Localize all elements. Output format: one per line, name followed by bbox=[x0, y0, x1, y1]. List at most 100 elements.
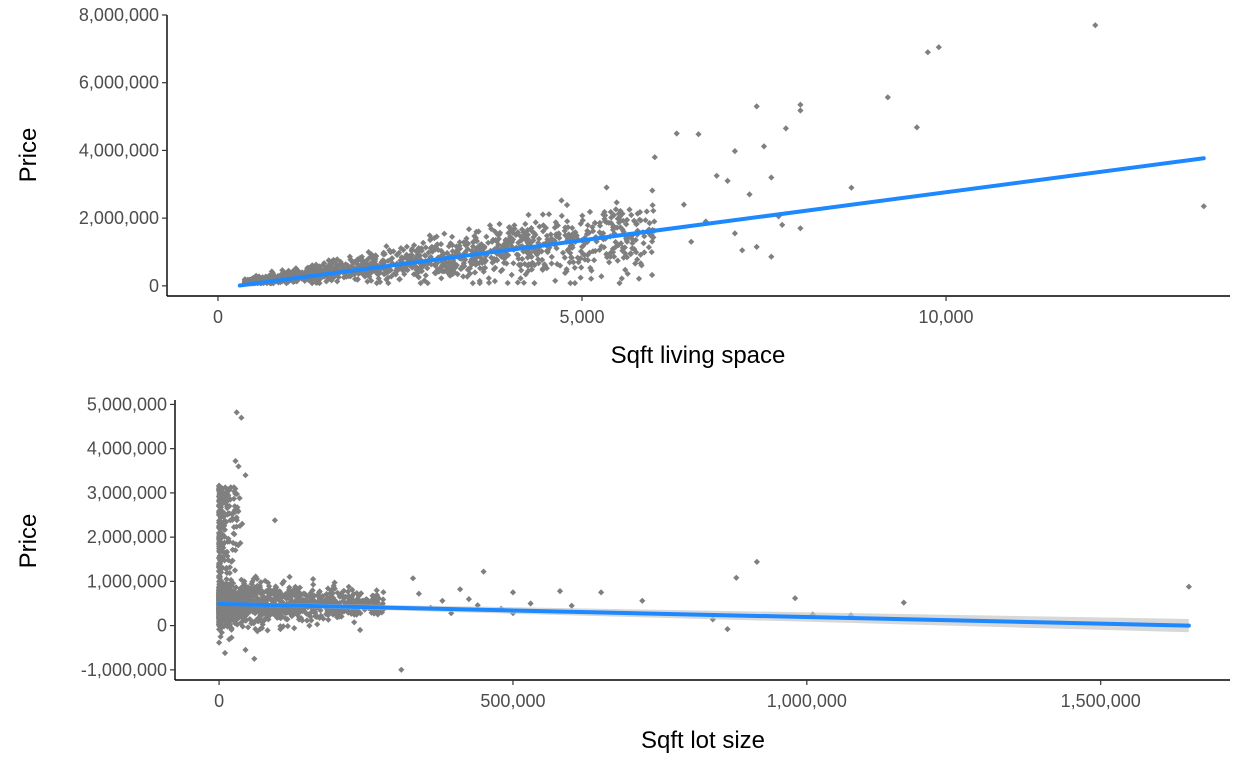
data-point bbox=[324, 608, 331, 615]
x-tick-label: 500,000 bbox=[480, 691, 545, 711]
data-point bbox=[782, 125, 790, 132]
data-point bbox=[221, 649, 229, 657]
data-point bbox=[797, 101, 804, 108]
data-point bbox=[396, 275, 403, 283]
data-point bbox=[900, 599, 907, 606]
data-point bbox=[558, 212, 565, 220]
data-point bbox=[568, 602, 575, 609]
x-tick-label: 1,500,000 bbox=[1061, 691, 1141, 711]
data-point bbox=[496, 220, 503, 228]
data-point bbox=[651, 154, 658, 161]
data-point bbox=[724, 625, 731, 633]
x-axis-title: Sqft living space bbox=[611, 342, 786, 369]
data-point bbox=[525, 211, 532, 219]
data-point bbox=[363, 261, 370, 268]
y-axis-title: Price bbox=[15, 128, 42, 183]
data-point bbox=[491, 277, 499, 285]
data-point bbox=[584, 257, 592, 264]
data-point bbox=[571, 264, 578, 271]
data-point bbox=[441, 230, 448, 237]
data-point bbox=[309, 264, 317, 272]
data-point bbox=[300, 597, 307, 604]
data-point bbox=[567, 279, 574, 287]
data-point bbox=[224, 623, 231, 630]
data-point bbox=[471, 269, 479, 276]
data-point bbox=[760, 143, 768, 150]
data-point bbox=[605, 259, 613, 266]
data-point bbox=[622, 266, 629, 274]
data-point bbox=[1092, 22, 1099, 29]
y-tick-label: -1,000,000 bbox=[81, 660, 167, 680]
data-point bbox=[465, 226, 473, 233]
data-point bbox=[438, 275, 445, 282]
data-point bbox=[508, 271, 515, 279]
data-point bbox=[643, 208, 650, 215]
data-point bbox=[739, 247, 746, 254]
data-point bbox=[558, 197, 565, 204]
data-point bbox=[753, 243, 760, 251]
data-point bbox=[375, 270, 383, 277]
data-point bbox=[242, 472, 249, 479]
data-point bbox=[779, 221, 786, 229]
data-point bbox=[421, 277, 428, 284]
data-point bbox=[350, 258, 358, 266]
data-point bbox=[534, 256, 542, 263]
data-point bbox=[753, 103, 760, 110]
data-point bbox=[731, 147, 739, 155]
data-point bbox=[499, 266, 506, 273]
data-point bbox=[746, 191, 753, 198]
y-tick-label: 3,000,000 bbox=[87, 483, 167, 503]
data-point bbox=[539, 211, 547, 218]
trend-line bbox=[217, 601, 1191, 628]
data-point bbox=[381, 250, 388, 258]
data-point bbox=[1200, 203, 1207, 210]
data-point bbox=[393, 251, 401, 259]
data-point bbox=[509, 236, 517, 243]
data-point bbox=[1185, 583, 1193, 590]
data-point bbox=[524, 254, 531, 261]
y-tick-label: 6,000,000 bbox=[79, 73, 159, 93]
data-point bbox=[479, 259, 486, 267]
y-tick-label: 4,000,000 bbox=[87, 439, 167, 459]
data-point bbox=[308, 279, 316, 287]
data-point bbox=[334, 614, 341, 621]
data-point bbox=[924, 49, 931, 56]
data-point bbox=[439, 597, 446, 604]
data-point bbox=[278, 612, 285, 620]
data-point bbox=[323, 265, 331, 272]
data-point bbox=[404, 266, 411, 274]
data-point bbox=[517, 275, 524, 282]
data-point bbox=[228, 588, 236, 595]
data-point bbox=[415, 590, 423, 597]
data-point bbox=[548, 253, 555, 261]
data-point bbox=[351, 608, 359, 615]
data-point bbox=[264, 579, 272, 586]
data-point bbox=[399, 267, 406, 274]
data-point bbox=[586, 208, 594, 216]
data-point bbox=[483, 233, 490, 240]
data-point bbox=[417, 279, 424, 287]
data-point bbox=[263, 595, 271, 602]
data-point bbox=[538, 256, 546, 264]
data-point bbox=[279, 270, 286, 277]
data-point bbox=[215, 482, 223, 489]
data-point bbox=[444, 269, 451, 276]
data-point bbox=[215, 626, 223, 633]
data-point bbox=[216, 531, 223, 539]
data-point bbox=[476, 243, 483, 251]
y-tick-label: 8,000,000 bbox=[79, 5, 159, 25]
data-point bbox=[309, 607, 317, 614]
data-point bbox=[564, 218, 571, 225]
data-point bbox=[359, 258, 366, 265]
data-point bbox=[351, 619, 358, 626]
data-point bbox=[365, 255, 372, 262]
data-point bbox=[522, 271, 529, 278]
data-point bbox=[577, 255, 584, 262]
y-tick-label: 1,000,000 bbox=[87, 571, 167, 591]
data-point bbox=[548, 260, 555, 267]
x-tick-label: 0 bbox=[214, 691, 224, 711]
data-point bbox=[224, 511, 231, 518]
data-point bbox=[452, 264, 459, 271]
y-tick-label: 2,000,000 bbox=[79, 208, 159, 228]
data-point bbox=[532, 219, 539, 226]
